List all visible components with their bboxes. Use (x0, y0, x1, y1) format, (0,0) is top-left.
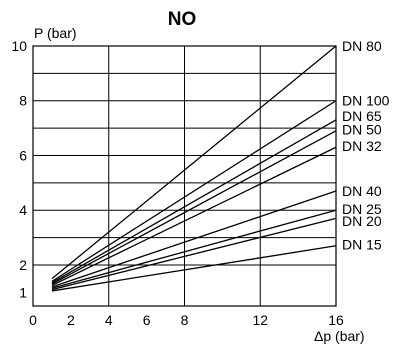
y-tick-label: 6 (19, 147, 27, 163)
x-tick-label: 6 (143, 312, 151, 328)
series-label-dn-80: DN 80 (342, 38, 382, 54)
series-line-dn-15 (51, 245, 337, 292)
x-tick-label: 0 (29, 312, 37, 328)
series-line-dn-32 (51, 146, 337, 287)
series-line-dn-100 (51, 100, 337, 282)
series-label-dn-32: DN 32 (342, 138, 382, 154)
series-label-dn-50: DN 50 (342, 121, 382, 137)
series-line-dn-20 (51, 217, 337, 291)
plot-frame (32, 45, 337, 307)
series-label-dn-65: DN 65 (342, 108, 382, 124)
series-label-dn-100: DN 100 (342, 93, 390, 109)
y-axis-label: P (bar) (34, 25, 77, 41)
x-tick-label: 16 (328, 312, 344, 328)
y-tick-label: 2 (19, 257, 27, 273)
series-line-dn-25 (51, 209, 337, 289)
y-tick-label: 1 (19, 284, 27, 300)
x-tick-label: 2 (67, 312, 75, 328)
y-tick-label: 4 (19, 202, 27, 218)
x-tick-labels: 0 2 4 6 8 12 16 (29, 312, 344, 328)
x-tick-label: 4 (105, 312, 113, 328)
series-label-dn-20: DN 20 (342, 213, 382, 229)
series-line-dn-65 (51, 119, 337, 284)
series-label-dn-15: DN 15 (342, 236, 382, 252)
x-tick-label: 8 (181, 312, 189, 328)
series-line-dn-50 (51, 130, 337, 285)
y-tick-label: 10 (11, 38, 27, 54)
x-tick-label: 12 (252, 312, 268, 328)
y-tick-label: 8 (19, 93, 27, 109)
grid (33, 46, 336, 306)
y-tick-labels: 1 2 4 6 8 10 (11, 38, 27, 300)
chart-title: NO (168, 9, 197, 30)
series-line-dn-80 (51, 45, 337, 280)
series-label-dn-25: DN 25 (342, 201, 382, 217)
series-lines (51, 45, 337, 292)
series-label-dn-40: DN 40 (342, 183, 382, 199)
x-axis-label: Δp (bar) (314, 328, 365, 344)
series-line-dn-40 (51, 190, 337, 288)
